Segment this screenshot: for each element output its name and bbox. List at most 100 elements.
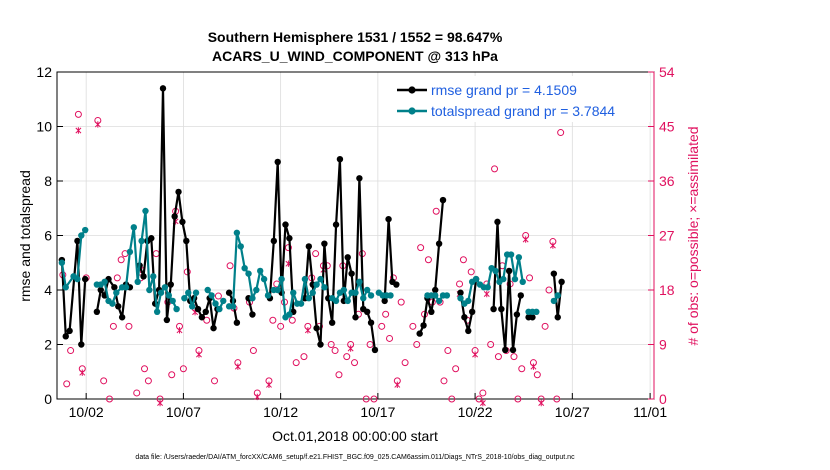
totalspread-point <box>286 311 293 318</box>
obs-possible-marker <box>533 371 541 379</box>
totalspread-point <box>113 289 120 296</box>
totalspread-point <box>253 286 260 294</box>
obs-possible-marker <box>300 353 308 361</box>
obs-assimilated-marker <box>196 351 202 358</box>
totalspread-point <box>249 294 256 302</box>
totalspread-point <box>260 275 268 283</box>
obs-possible-marker <box>284 244 292 252</box>
obs-assimilated-marker <box>79 369 86 376</box>
totalspread-point <box>309 289 316 296</box>
rmse-point <box>513 311 521 318</box>
totalspread-point <box>554 292 561 299</box>
legend-rmse-marker <box>408 86 416 94</box>
rmse-point <box>468 308 476 315</box>
y-tick-label: 10 <box>36 119 52 135</box>
rmse-point <box>305 243 313 250</box>
rmse-point <box>457 289 464 296</box>
rmse-point <box>550 270 558 277</box>
totalspread-point <box>435 297 443 305</box>
obs-possible-marker <box>541 322 549 330</box>
x-tick-label: 11/01 <box>633 404 667 420</box>
x-tick-label: 10/02 <box>69 404 104 420</box>
obs-possible-marker <box>335 371 343 379</box>
totalspread-point <box>74 275 81 283</box>
obs-possible-marker <box>249 347 257 355</box>
totalspread-point <box>465 297 472 305</box>
totalspread-point <box>519 278 526 286</box>
rmse-point <box>179 218 186 226</box>
totalspread-point <box>204 286 211 294</box>
obs-assimilated-marker <box>94 121 101 128</box>
obs-possible-marker <box>526 274 534 282</box>
totalspread-point <box>78 232 85 239</box>
x-axis-ticks: 10/02 10/07 10/12 10/17 10/22 10/27 11/01 <box>69 393 667 420</box>
totalspread-point <box>58 259 66 266</box>
legend-box <box>390 76 650 122</box>
rmse-point <box>62 333 69 340</box>
rmse-point <box>148 235 155 242</box>
obs-possible-marker <box>141 365 149 373</box>
rmse-line <box>303 158 376 351</box>
rmse-point <box>505 267 513 275</box>
rmse-point <box>202 308 209 315</box>
chart-title-line1: Southern Hemisphere 1531 / 1552 = 98.647… <box>208 29 503 45</box>
obs-possible-marker <box>312 250 320 258</box>
y-axis-right-label: # of obs: o=possible; ×=assimilated <box>685 126 701 345</box>
rmse-point <box>432 286 439 294</box>
totalspread-point <box>387 292 394 299</box>
rmse-point <box>66 327 73 335</box>
totalspread-point <box>237 243 244 250</box>
obs-possible-marker <box>362 395 370 403</box>
chart-title-line2: ACARS_U_WIND_COMPONENT @ 313 hPa <box>212 48 498 64</box>
obs-possible-marker <box>459 256 467 264</box>
totalspread-point <box>208 292 215 299</box>
totalspread-point <box>290 289 297 296</box>
totalspread-point <box>550 297 558 305</box>
totalspread-point <box>332 297 340 305</box>
totalspread-point <box>241 265 248 272</box>
obs-possible-marker <box>553 395 561 403</box>
obs-assimilated-marker <box>176 327 183 334</box>
totalspread-point <box>533 308 540 315</box>
totalspread-point <box>161 284 169 291</box>
totalspread-point <box>245 270 252 277</box>
obs-assimilated-marker <box>266 381 272 389</box>
totalspread-point <box>340 286 348 294</box>
obs-possible-marker <box>179 365 187 373</box>
x-axis-label: Oct.01,2018 00:00:00 start <box>272 428 438 444</box>
legend-rmse-label: rmse grand pr = 4.1509 <box>431 82 577 98</box>
obs-possible-marker <box>106 395 114 403</box>
totalspread-point <box>122 284 130 291</box>
obs-possible-marker <box>277 322 285 330</box>
totalspread-point <box>138 237 145 245</box>
obs-possible-marker <box>413 341 421 348</box>
totalspread-point <box>173 305 180 313</box>
rmse-point <box>198 314 206 321</box>
rmse-point <box>336 156 344 163</box>
x-tick-label: 10/22 <box>458 404 493 420</box>
totalspread-point <box>492 267 499 275</box>
obs-possible-marker <box>424 256 432 264</box>
obs-possible-marker <box>214 292 222 300</box>
obs-possible-marker <box>144 377 152 385</box>
obs-assimilated-marker <box>304 327 311 334</box>
totalspread-point <box>165 292 173 299</box>
rmse-point <box>352 314 359 321</box>
totalspread-point <box>313 281 320 288</box>
totalspread-point <box>126 248 134 256</box>
totalspread-point <box>188 303 196 310</box>
obs-possible-marker <box>109 322 117 330</box>
rmse-point <box>416 330 423 337</box>
rmse-point <box>465 327 472 335</box>
y-axis-left-label: rmse and totalspread <box>17 170 33 302</box>
obs-possible-marker <box>211 377 219 385</box>
obs-possible-marker <box>452 365 460 373</box>
totalspread-point <box>181 294 188 302</box>
y-tick-label: 8 <box>44 173 52 189</box>
obs-possible-marker <box>63 380 71 388</box>
x-tick-label: 10/17 <box>360 404 395 420</box>
obs-assimilated-marker <box>472 351 479 358</box>
rmse-point <box>529 314 536 321</box>
rmse-point <box>420 322 427 329</box>
